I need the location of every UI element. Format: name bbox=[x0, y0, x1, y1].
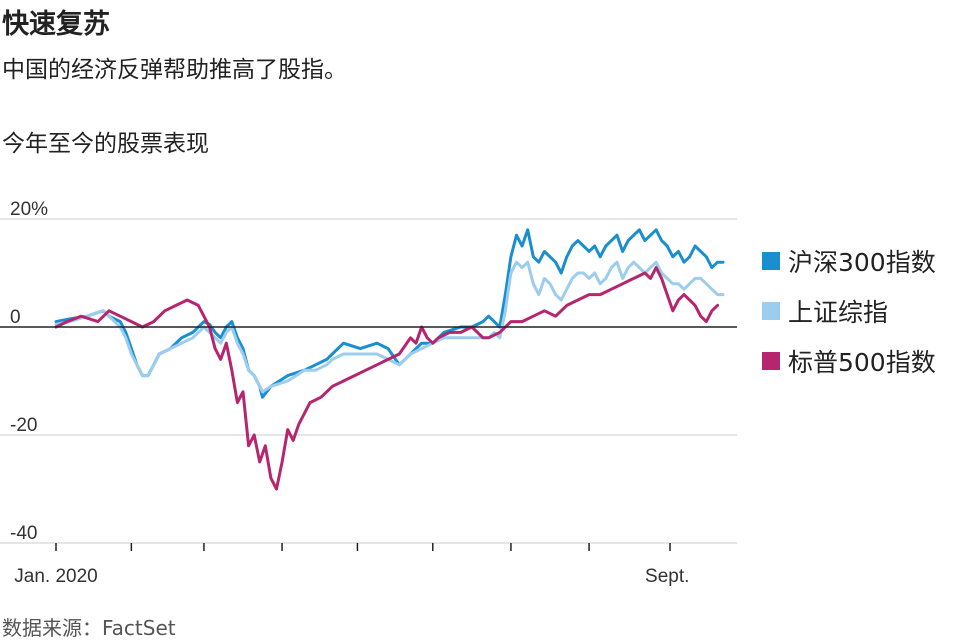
legend-swatch-sse bbox=[762, 302, 780, 320]
legend-label-sp500: 标普500指数 bbox=[788, 348, 936, 377]
x-tick-label: Sept. bbox=[645, 566, 689, 587]
legend-item-sse: 上证综指 bbox=[762, 286, 936, 336]
y-tick-label: 0 bbox=[10, 307, 21, 328]
line-chart: 20% 0 -20 -40 Jan. 2020 Sept. bbox=[0, 199, 737, 587]
chart-label: 今年至今的股票表现 bbox=[2, 131, 209, 157]
x-tick-label: Jan. 2020 bbox=[14, 566, 97, 587]
chart-subtitle: 中国的经济反弹帮助推高了股指。 bbox=[2, 57, 347, 83]
legend-swatch-sp500 bbox=[762, 352, 780, 370]
series-line-sse bbox=[54, 260, 725, 394]
legend-label-csi300: 沪深300指数 bbox=[788, 248, 936, 277]
y-tick-label: -40 bbox=[10, 523, 37, 544]
y-tick-label: -20 bbox=[10, 415, 37, 436]
chart-title: 快速复苏 bbox=[2, 9, 110, 40]
legend: 沪深300指数 上证综指 标普500指数 bbox=[762, 236, 936, 386]
legend-item-sp500: 标普500指数 bbox=[762, 336, 936, 386]
legend-item-csi300: 沪深300指数 bbox=[762, 236, 936, 286]
legend-swatch-csi300 bbox=[762, 252, 780, 270]
source-note: 数据来源：FactSet bbox=[2, 616, 176, 640]
legend-label-sse: 上证综指 bbox=[788, 298, 889, 327]
y-tick-label: 20% bbox=[10, 199, 48, 220]
series-line-csi300 bbox=[54, 228, 725, 399]
series-line-sp500 bbox=[54, 266, 719, 491]
